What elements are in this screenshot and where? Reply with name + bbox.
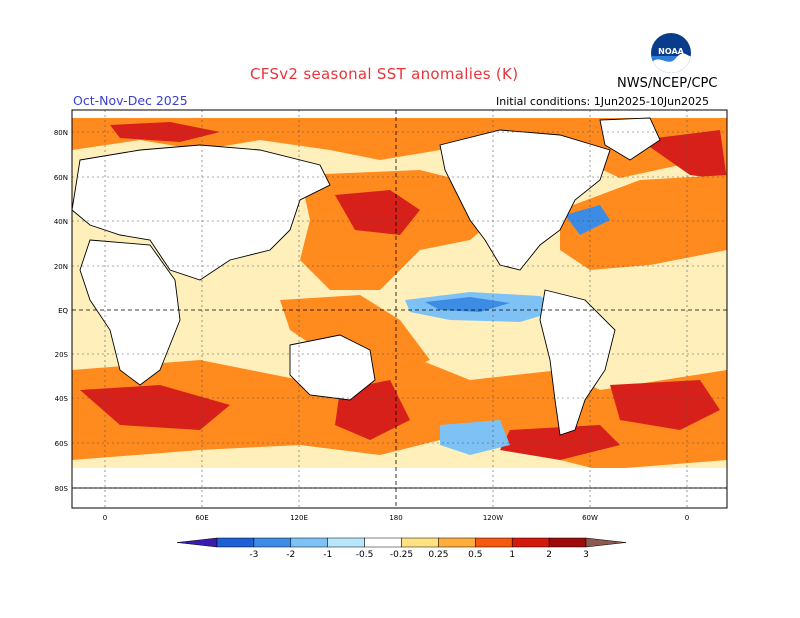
- arctic-strong-warm-region: [110, 122, 220, 142]
- north-atlantic-warm-region: [560, 175, 727, 270]
- legend-color-box: [475, 537, 513, 548]
- legend-tick-label: 1: [509, 550, 515, 560]
- arctic-warm-region: [72, 118, 727, 178]
- plot-frame: [71, 109, 728, 509]
- legend-tick-label: 2: [546, 550, 552, 560]
- legend-max-triangle: [585, 537, 627, 548]
- anomaly-field: [72, 117, 727, 508]
- lon-label: 120W: [483, 514, 503, 522]
- legend-color-box: [438, 537, 476, 548]
- legend-color-box: [253, 537, 292, 548]
- legend-color-box: [327, 537, 365, 548]
- latitude-labels: 80N 60N 40N 20N EQ 20S 40S 60S 80S: [54, 129, 69, 493]
- equatorial-pacific-cool-core: [425, 297, 510, 312]
- lat-label: 60N: [54, 174, 68, 182]
- north-america: [439, 129, 611, 271]
- lon-label: 60W: [582, 514, 598, 522]
- lat-label: 20N: [54, 263, 68, 271]
- south-indian-strong-warm: [80, 385, 230, 430]
- antarctica: [72, 487, 727, 508]
- color-legend: -3 -2 -1 -0.5 -0.25 0.25 0.5 1 2 3: [176, 537, 627, 560]
- legend-tick-label: 0.5: [468, 550, 482, 560]
- season-label: Oct-Nov-Dec 2025: [73, 93, 188, 108]
- south-america: [539, 289, 616, 436]
- svg-text:NOAA: NOAA: [658, 47, 684, 56]
- legend-color-box: [216, 537, 255, 548]
- greenland: [599, 117, 661, 161]
- south-pacific-cool-patch: [440, 420, 510, 455]
- map-title: CFSv2 seasonal SST anomalies (K): [250, 65, 519, 83]
- lat-label: 60S: [55, 440, 69, 448]
- lon-label: 0: [685, 514, 689, 522]
- legend-tick-label: 0.25: [428, 550, 448, 560]
- initial-conditions-label: Initial conditions: 1Jun2025-10Jun2025: [496, 95, 710, 108]
- legend-tick-label: -3: [249, 550, 258, 560]
- lat-label: 40S: [55, 395, 69, 403]
- agency-label: NWS/NCEP/CPC: [617, 76, 718, 91]
- reference-lines: [72, 110, 727, 508]
- legend-color-box: [290, 537, 328, 548]
- lat-label: 80S: [55, 485, 69, 493]
- legend-tick-label: -1: [323, 550, 332, 560]
- lon-label: 120E: [290, 514, 308, 522]
- continents: [72, 117, 727, 508]
- legend-color-box: [511, 537, 550, 548]
- graticule: [72, 110, 727, 508]
- lon-label: 180: [389, 514, 402, 522]
- legend-tick-label: -2: [286, 550, 295, 560]
- north-pacific-strong-warm: [335, 190, 420, 235]
- nw-atlantic-cool-spot: [565, 205, 610, 235]
- south-atlantic-strong-warm: [610, 380, 720, 430]
- legend-min-triangle: [176, 537, 218, 548]
- legend-color-box: [401, 537, 439, 548]
- australia: [289, 334, 376, 401]
- lat-label: 80N: [54, 129, 68, 137]
- noaa-logo-icon: NOAA: [651, 33, 691, 73]
- lon-label: 60E: [195, 514, 208, 522]
- legend-tick-label: -0.5: [356, 550, 374, 560]
- lat-label: 20S: [55, 351, 69, 359]
- longitude-labels: 0 60E 120E 180 120W 60W 0: [103, 514, 689, 522]
- west-pacific-warm-region: [280, 295, 430, 380]
- eurasia: [72, 144, 331, 281]
- lon-label: 0: [103, 514, 107, 522]
- legend-color-box: [548, 537, 587, 548]
- lat-label: 40N: [54, 218, 68, 226]
- legend-tick-label: 3: [583, 550, 589, 560]
- north-atlantic-strong-warm: [640, 130, 727, 180]
- legend-color-box: [364, 537, 402, 548]
- lat-label: EQ: [58, 307, 68, 315]
- legend-tick-label: -0.25: [390, 550, 413, 560]
